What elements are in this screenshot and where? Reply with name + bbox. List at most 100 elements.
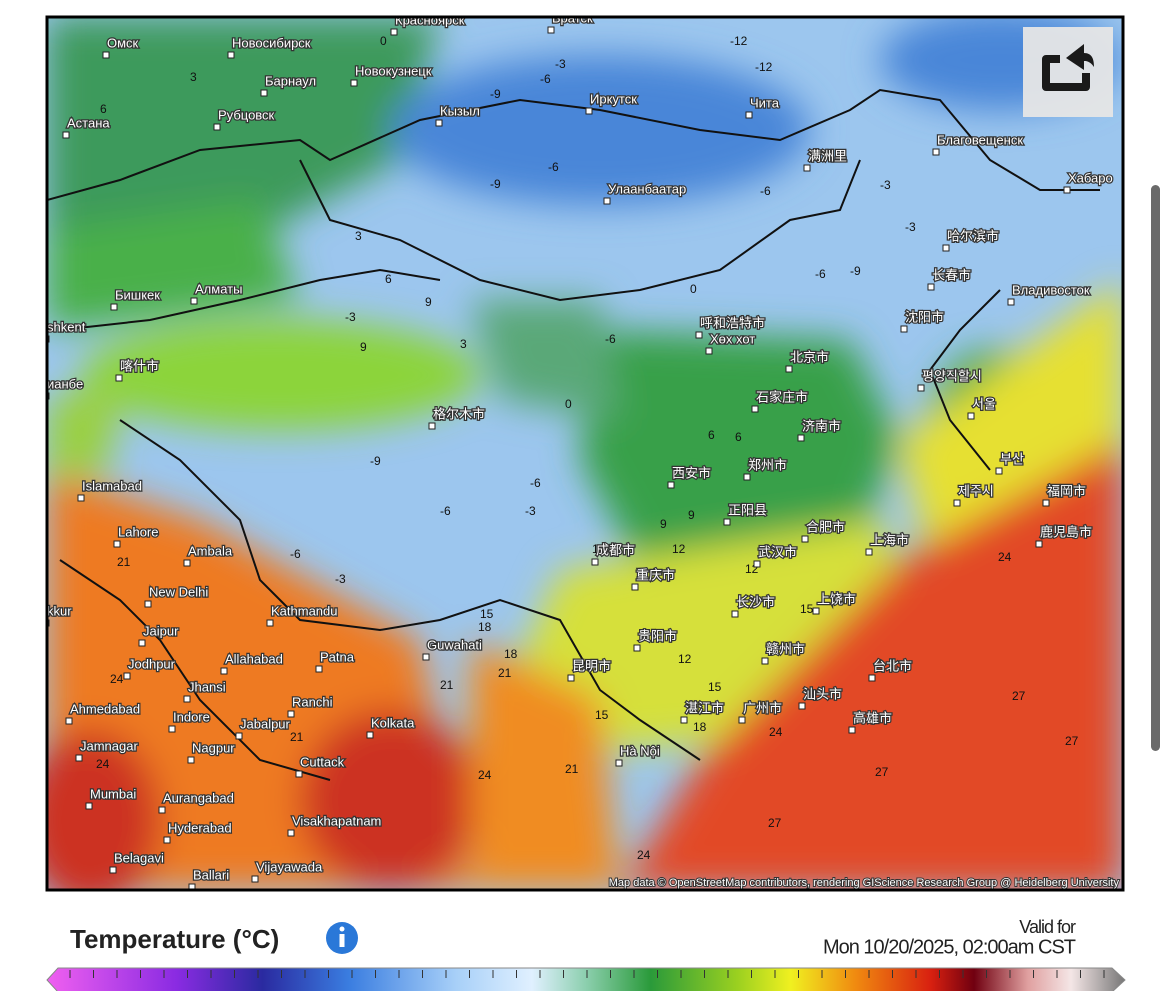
contour-value: 6 [735, 430, 742, 444]
contour-value: 24 [110, 672, 124, 686]
city-marker [183, 559, 191, 567]
contour-value: -9 [490, 177, 501, 191]
city-label: ианбе [47, 376, 83, 391]
attribution: Map data © OpenStreetMap contributors, r… [609, 877, 1120, 889]
city-marker [287, 710, 295, 718]
city-label: Ballari [193, 867, 229, 882]
info-dot [339, 926, 345, 932]
city-marker [251, 875, 259, 883]
contour-value: -3 [555, 57, 566, 71]
city-label: 正阳县 [728, 502, 767, 517]
city-marker [435, 119, 443, 127]
contour-value: 3 [355, 229, 362, 243]
city-marker [547, 26, 555, 34]
city-label: Астана [67, 115, 110, 130]
city-label: Улаанбаатар [608, 181, 686, 196]
city-marker [138, 639, 146, 647]
city-label: Красноярск [395, 12, 465, 27]
city-label: Vijayawada [256, 859, 323, 874]
city-label: New Delhi [149, 584, 208, 599]
scrollbar[interactable] [1151, 185, 1160, 751]
city-marker [144, 600, 152, 608]
city-label: Владивосток [1012, 282, 1090, 297]
contour-value: 15 [708, 680, 722, 694]
city-marker [350, 79, 358, 87]
info-bar [339, 934, 345, 947]
contour-value: 6 [385, 272, 392, 286]
city-label: 鹿児島市 [1040, 524, 1092, 539]
city-marker [603, 197, 611, 205]
city-label: Aurangabad [163, 790, 234, 805]
city-label: 重庆市 [636, 567, 675, 582]
contour-value: 9 [425, 295, 432, 309]
city-marker [75, 754, 83, 762]
info-button[interactable] [326, 922, 358, 954]
city-marker [745, 111, 753, 119]
city-marker [761, 657, 769, 665]
contour-value: 9 [360, 340, 367, 354]
contour-value: -9 [490, 87, 501, 101]
city-marker [287, 829, 295, 837]
city-label: Ambala [188, 543, 233, 558]
city-marker [235, 732, 243, 740]
contour-value: 6 [708, 428, 715, 442]
city-marker [633, 644, 641, 652]
city-label: 长春市 [932, 267, 971, 282]
contour-labels: -12 -12 -9 -6 -3 0 3 6 -6 -9 -6 -3 0 -6 -9 -3 3 6 9 3 9 -3 -9 -… [96, 34, 1079, 862]
city-label: Алматы [195, 281, 242, 296]
color-bar-ticks [69, 970, 1105, 978]
contour-value: 0 [380, 34, 387, 48]
city-marker [585, 107, 593, 115]
borders [47, 88, 1100, 781]
city-labels: Омск Новосибирск Красноярск Братск Новокузне… [47, 10, 1114, 890]
city-label: 哈尔滨市 [947, 228, 999, 243]
city-label: Belagavi [114, 850, 164, 865]
city-marker [753, 560, 761, 568]
city-label: Омск [107, 35, 139, 50]
city-label: 北京市 [790, 349, 829, 364]
contour-value: 27 [1012, 689, 1026, 703]
city-label: Islamabad [82, 478, 142, 493]
city-marker [738, 716, 746, 724]
map-frame [45, 15, 1125, 892]
city-label: Visakhapatnam [292, 813, 381, 828]
city-label: Patna [320, 649, 355, 664]
city-label: 贵阳市 [638, 628, 677, 643]
contour-value: -3 [525, 504, 536, 518]
city-marker [900, 325, 908, 333]
city-label: Братск [552, 10, 593, 25]
contour-value: 0 [565, 397, 572, 411]
city-label: Hà Nội [620, 743, 660, 758]
map[interactable]: -12 -12 -9 -6 -3 0 3 6 -6 -9 -6 -3 0 -6 -9 -3 3 6 9 3 9 -3 -9 -… [20, 10, 1123, 910]
city-marker [163, 836, 171, 844]
contour-value: -6 [548, 160, 559, 174]
city-label: Хабаро [1068, 170, 1113, 185]
city-marker [266, 619, 274, 627]
contour-value: 27 [1065, 734, 1079, 748]
contour-value: -6 [530, 476, 541, 490]
contour-value: -6 [815, 267, 826, 281]
contour-value: -6 [290, 547, 301, 561]
city-marker [85, 802, 93, 810]
city-label: 汕头市 [803, 686, 842, 701]
city-marker [102, 51, 110, 59]
contour-value: -6 [540, 72, 551, 86]
contour-value: 9 [688, 508, 695, 522]
city-label: 湛江市 [685, 700, 724, 715]
city-label: Jabalpur [240, 716, 291, 731]
contour-value: 21 [290, 730, 304, 744]
contour-value: 12 [592, 542, 606, 556]
share-button[interactable] [1023, 27, 1113, 117]
city-marker [1035, 540, 1043, 548]
contour-value: 21 [440, 678, 454, 692]
contour-value: 15 [595, 708, 609, 722]
contour-value: 24 [96, 757, 110, 771]
contour-value: 24 [478, 768, 492, 782]
city-marker [667, 481, 675, 489]
city-marker [295, 770, 303, 778]
city-label: 呼和浩特市 [700, 315, 765, 330]
city-marker [158, 806, 166, 814]
city-label: Kolkata [371, 715, 415, 730]
contour-value: 12 [678, 652, 692, 666]
city-marker [115, 374, 123, 382]
